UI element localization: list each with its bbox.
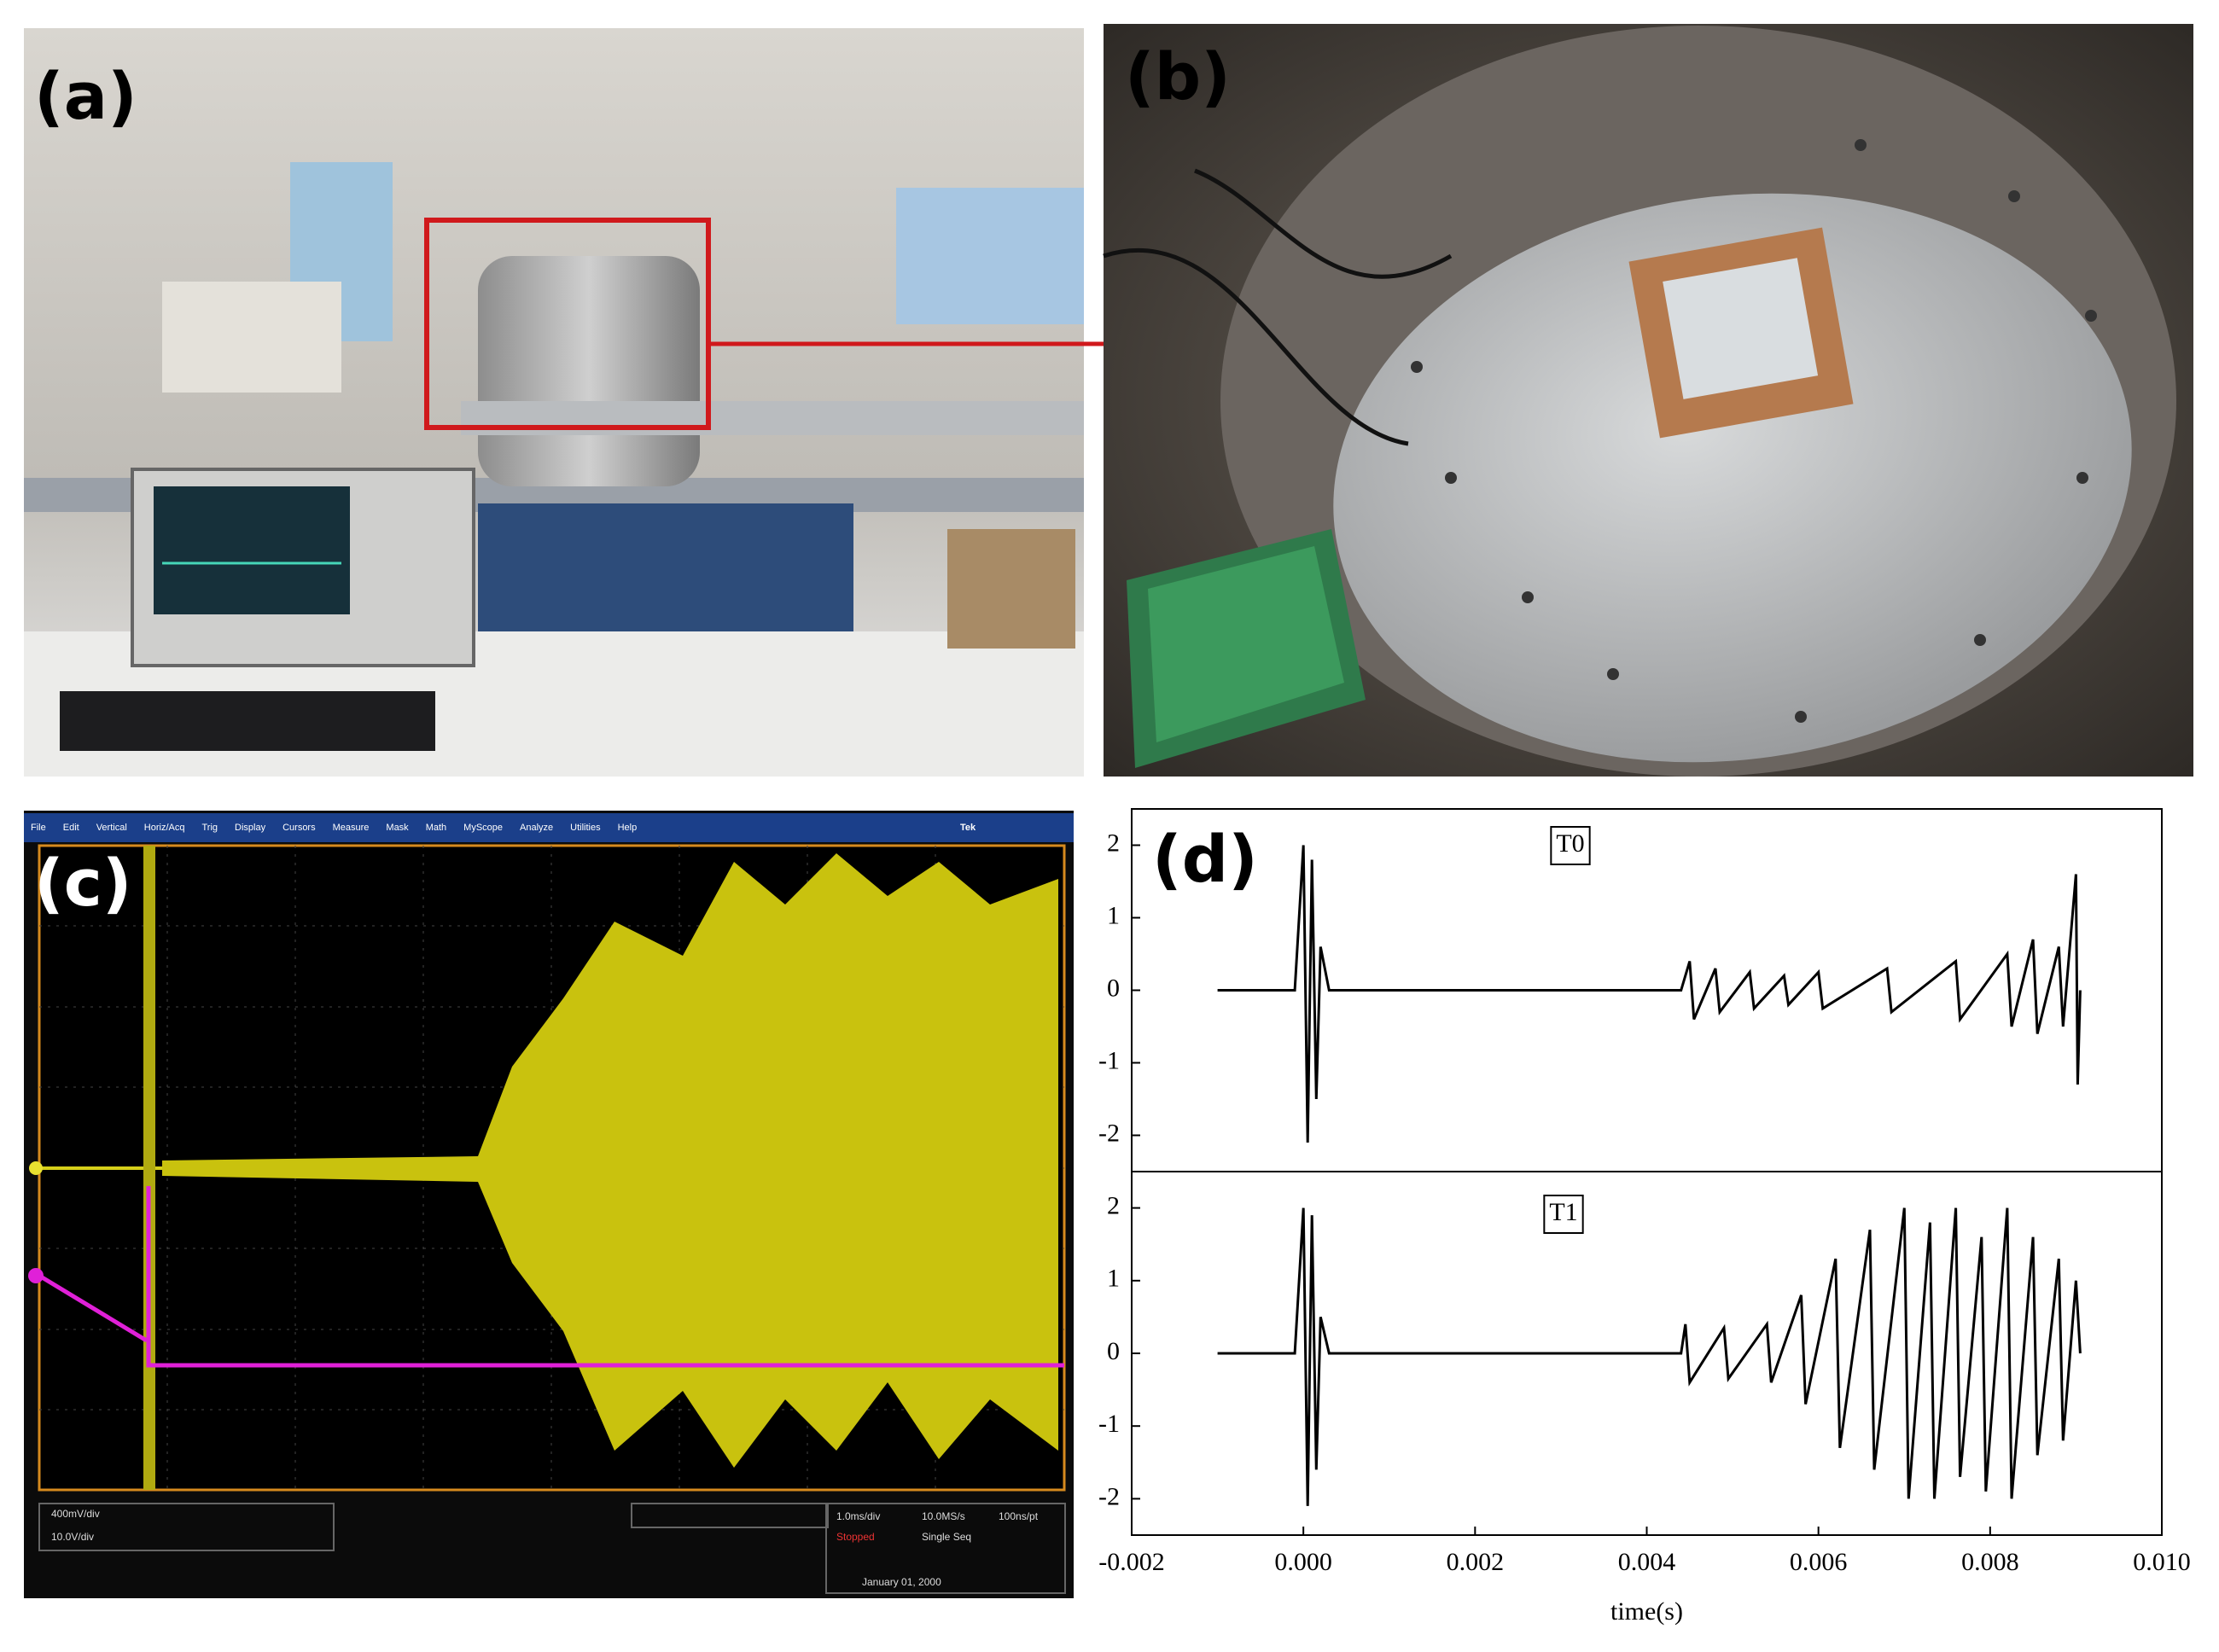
- y-tick-label: -2: [1098, 1482, 1120, 1510]
- photo-c: [24, 811, 1074, 1598]
- chart-d: -2 -1 0 1 2 T0 -2 -1 0 1 2 -0.002 0.000 0.002 0.004 0.0…: [1098, 808, 2191, 1626]
- readout: 1.0ms/div: [836, 1510, 880, 1522]
- x-tick-label: 0.002: [1447, 1548, 1505, 1576]
- photo-a: [24, 28, 1529, 777]
- x-tick-label: -0.002: [1098, 1548, 1165, 1576]
- menu-item: Math: [426, 823, 446, 833]
- x-axis-label: time(s): [1610, 1597, 1683, 1626]
- panel-label: (b): [1125, 38, 1231, 114]
- brand: Tek: [960, 823, 976, 833]
- menu-item: File: [31, 823, 46, 833]
- y-tick-label: 2: [1107, 829, 1120, 857]
- x-tick-label: 0.008: [1961, 1548, 2019, 1576]
- y-tick-label: 1: [1107, 1265, 1120, 1293]
- menu-item: Cursors: [282, 823, 316, 833]
- x-tick-label: 0.000: [1274, 1548, 1332, 1576]
- y-tick-label: 1: [1107, 901, 1120, 929]
- y-tick-label: -1: [1098, 1410, 1120, 1438]
- menu-item: Help: [618, 823, 638, 833]
- series-label: T0: [1556, 829, 1584, 858]
- series-label-box: [1543, 1195, 1584, 1234]
- readout: Single Seq: [922, 1531, 971, 1543]
- menu-item: Display: [235, 823, 266, 833]
- y-tick-label: 0: [1107, 1337, 1120, 1365]
- readout: January 01, 2000: [862, 1576, 941, 1588]
- panel-label: (d): [1152, 821, 1258, 897]
- menu-item: Trig: [201, 823, 218, 833]
- x-tick-label: 0.010: [2133, 1548, 2191, 1576]
- line-series: [1217, 845, 2082, 1143]
- menu-item: Horiz/Acq: [144, 823, 185, 833]
- menu-item: Measure: [333, 823, 370, 833]
- panel-label: (c): [34, 845, 132, 921]
- readout: 100ns/pt: [999, 1510, 1039, 1522]
- series-label: T1: [1549, 1198, 1577, 1226]
- line-series: [1217, 1207, 2082, 1506]
- readout: Stopped: [836, 1531, 875, 1543]
- x-tick-label: 0.004: [1618, 1548, 1676, 1576]
- menu-item: Analyze: [520, 823, 553, 833]
- x-tick-label: 0.006: [1790, 1548, 1848, 1576]
- menu-item: MyScope: [463, 823, 503, 833]
- menu-item: Edit: [63, 823, 79, 833]
- menu-item: Vertical: [96, 823, 127, 833]
- panel-label: (a): [34, 58, 137, 134]
- photo-b: [1103, 24, 2193, 777]
- series-label-box: [1550, 826, 1591, 865]
- y-tick-label: 0: [1107, 974, 1120, 1002]
- menu-item: Utilities: [570, 823, 601, 833]
- oscilloscope-text: Tek 400mV/div 10.0V/div 1.0ms/div 10.0MS…: [31, 823, 1039, 1588]
- readout: 10.0V/div: [51, 1531, 94, 1543]
- readout: 10.0MS/s: [922, 1510, 965, 1522]
- y-tick-label: -1: [1098, 1046, 1120, 1074]
- readout: 400mV/div: [51, 1508, 100, 1520]
- menu-item: Mask: [386, 823, 409, 833]
- y-tick-label: 2: [1107, 1191, 1120, 1219]
- y-tick-label: -2: [1098, 1119, 1120, 1147]
